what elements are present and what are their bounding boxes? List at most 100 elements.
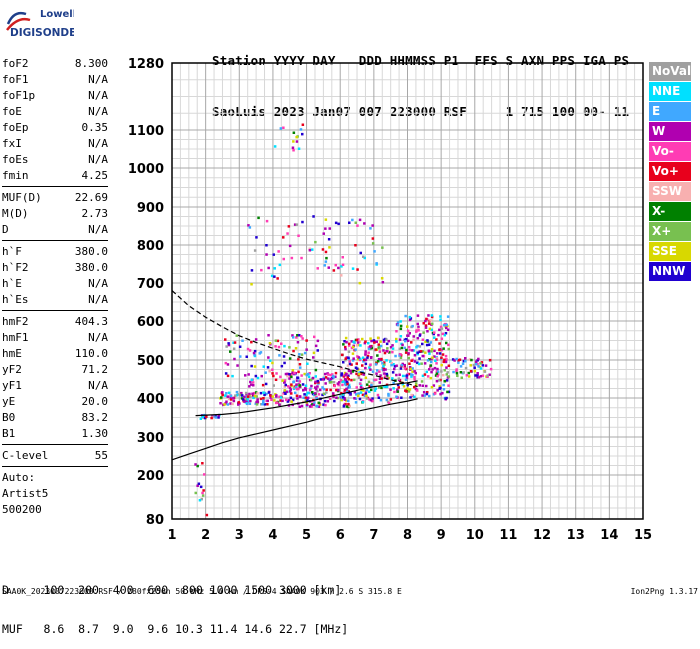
param-name: D bbox=[2, 223, 9, 236]
echo-point bbox=[378, 377, 382, 381]
param-row: hmF1 N/A bbox=[2, 330, 108, 346]
echo-point bbox=[378, 381, 381, 384]
echo-point bbox=[408, 348, 411, 352]
echo-point bbox=[344, 402, 347, 406]
echo-point bbox=[247, 224, 250, 227]
echo-point bbox=[355, 372, 358, 376]
echo-point bbox=[467, 375, 471, 378]
echo-point bbox=[232, 347, 236, 350]
echo-point bbox=[234, 394, 237, 397]
echo-point bbox=[400, 396, 403, 399]
echo-point bbox=[435, 338, 438, 341]
param-row: foEs N/A bbox=[2, 152, 108, 168]
echo-point bbox=[348, 404, 351, 408]
echo-point bbox=[473, 366, 476, 369]
echo-point bbox=[355, 344, 359, 347]
echo-point bbox=[316, 385, 319, 388]
echo-point bbox=[426, 339, 429, 342]
echo-point bbox=[401, 362, 404, 366]
echo-point bbox=[416, 327, 420, 331]
echo-point bbox=[430, 328, 433, 332]
echo-point bbox=[459, 365, 463, 368]
lowell-digisonde-logo: Lowell DIGISONDE bbox=[6, 9, 74, 39]
echo-point bbox=[231, 402, 234, 406]
echo-point bbox=[298, 353, 301, 356]
echo-point bbox=[410, 373, 413, 376]
echo-point bbox=[433, 366, 437, 370]
echo-point bbox=[443, 333, 446, 337]
echo-point bbox=[334, 221, 338, 225]
echo-point bbox=[225, 392, 228, 395]
echo-point bbox=[250, 340, 253, 344]
echo-point bbox=[354, 366, 358, 369]
echo-point bbox=[416, 344, 419, 348]
echo-point bbox=[291, 371, 294, 374]
echo-point bbox=[235, 334, 238, 337]
echo-point bbox=[334, 375, 337, 378]
scaled-parameters-panel: foF2 8.300 foF1 N/A foF1p N/A foE N/A foEp 0.35 fx… bbox=[2, 56, 108, 518]
echo-point bbox=[476, 362, 479, 366]
echo-point bbox=[403, 367, 407, 370]
echo-point bbox=[197, 482, 201, 485]
echo-point bbox=[256, 392, 259, 395]
echo-point bbox=[428, 327, 432, 331]
echo-point bbox=[313, 393, 316, 397]
echo-point bbox=[347, 405, 350, 409]
echo-point bbox=[385, 398, 389, 402]
echo-point bbox=[344, 345, 347, 349]
echo-point bbox=[447, 390, 451, 394]
ionogram-plot: 1 2 3 4 5 6 7 8 9 10 11 12 13 14 158020030040050060070… bbox=[128, 57, 652, 543]
echo-point bbox=[363, 256, 366, 260]
echo-point bbox=[438, 342, 441, 345]
param-separator bbox=[2, 466, 108, 468]
echo-point bbox=[322, 387, 326, 391]
echo-point bbox=[349, 369, 352, 373]
echo-point bbox=[336, 382, 340, 385]
echo-point bbox=[291, 334, 294, 337]
param-value: N/A bbox=[88, 293, 108, 306]
echo-point bbox=[232, 341, 235, 344]
echo-point bbox=[201, 415, 204, 418]
param-name: foF1p bbox=[2, 89, 36, 102]
echo-point bbox=[421, 350, 425, 353]
echo-point bbox=[399, 327, 403, 331]
echo-point bbox=[367, 380, 371, 384]
echo-point bbox=[346, 382, 349, 386]
echo-point bbox=[439, 386, 442, 390]
echo-point bbox=[238, 345, 242, 348]
echo-point bbox=[392, 363, 395, 366]
echo-point bbox=[315, 387, 318, 391]
echo-point bbox=[371, 397, 374, 400]
echo-point bbox=[224, 361, 228, 365]
echo-point bbox=[226, 363, 230, 366]
echo-point bbox=[279, 396, 283, 399]
echo-point bbox=[455, 368, 458, 371]
header-line1: Station YYYY DAY DDD HHMMSS P1 FFS S AXN… bbox=[212, 53, 630, 68]
echo-point bbox=[481, 374, 485, 377]
echo-point bbox=[389, 360, 392, 363]
echo-point bbox=[382, 338, 386, 342]
echo-point bbox=[373, 389, 377, 392]
echo-point bbox=[260, 374, 263, 378]
echo-point bbox=[278, 263, 282, 267]
echo-point bbox=[440, 337, 444, 340]
echo-point bbox=[379, 344, 383, 348]
echo-point bbox=[335, 388, 338, 392]
echo-point bbox=[311, 376, 315, 380]
echo-point bbox=[381, 362, 384, 365]
echo-point bbox=[226, 403, 230, 406]
echo-point bbox=[479, 362, 482, 365]
echo-point bbox=[435, 357, 439, 360]
echo-point bbox=[272, 374, 275, 378]
echo-point bbox=[294, 372, 297, 375]
param-value: 20.0 bbox=[81, 395, 109, 408]
legend-item: SSE bbox=[649, 242, 691, 261]
echo-point bbox=[428, 352, 431, 355]
echo-point bbox=[489, 367, 493, 371]
echo-point bbox=[302, 389, 305, 392]
echo-point bbox=[308, 388, 312, 392]
param-row: D N/A bbox=[2, 222, 108, 238]
param-name: foEp bbox=[2, 121, 29, 134]
echo-point bbox=[443, 369, 446, 372]
echo-point bbox=[226, 395, 229, 398]
